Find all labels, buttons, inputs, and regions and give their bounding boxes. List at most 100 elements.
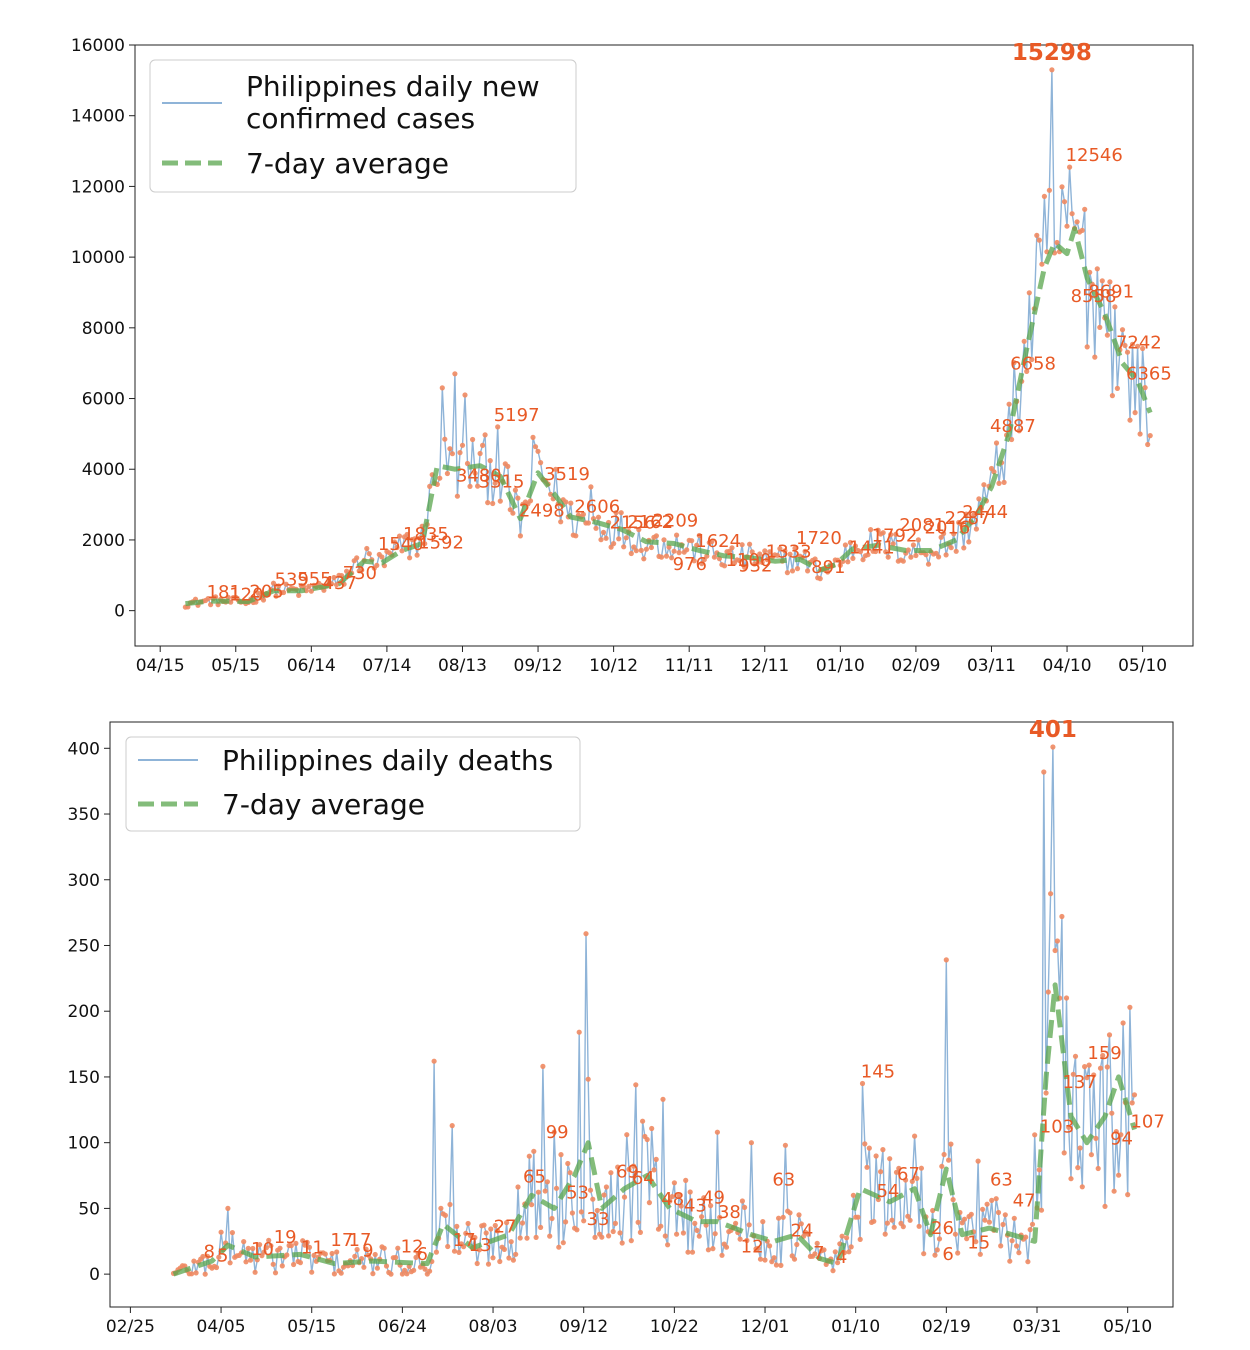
daily-point xyxy=(407,555,413,561)
value-annotation: 64 xyxy=(632,1168,655,1189)
value-annotation: 3480 xyxy=(456,466,502,487)
daily-point xyxy=(850,555,856,562)
daily-point xyxy=(971,512,977,518)
daily-point xyxy=(705,1247,712,1253)
daily-point xyxy=(1104,1064,1110,1070)
daily-point xyxy=(699,561,705,567)
daily-point xyxy=(535,1189,542,1195)
daily-point xyxy=(461,1244,467,1250)
daily-point xyxy=(669,555,675,561)
daily-point xyxy=(497,1258,503,1265)
value-annotation: 12 xyxy=(741,1236,764,1257)
daily-point xyxy=(598,537,604,543)
daily-point xyxy=(1016,428,1022,434)
daily-point xyxy=(1084,344,1090,350)
daily-point xyxy=(476,1247,482,1253)
daily-point xyxy=(277,1245,283,1251)
daily-point xyxy=(767,549,773,555)
x-tick-label: 05/10 xyxy=(1103,1317,1152,1337)
daily-point xyxy=(757,1256,764,1262)
daily-point xyxy=(492,480,498,486)
daily-point xyxy=(900,1224,906,1230)
daily-point xyxy=(529,1202,535,1208)
daily-point xyxy=(1027,1227,1033,1233)
daily-point xyxy=(497,498,503,504)
daily-point xyxy=(666,544,672,550)
daily-point xyxy=(1113,1129,1119,1135)
daily-point xyxy=(590,1196,596,1202)
daily-point xyxy=(646,1200,653,1206)
daily-point xyxy=(1054,239,1060,246)
daily-point xyxy=(1088,1152,1094,1158)
daily-point xyxy=(749,549,755,555)
daily-point xyxy=(662,1233,668,1239)
value-annotation: 159 xyxy=(1087,1043,1121,1064)
daily-point xyxy=(427,1268,433,1274)
value-annotation: 1100 xyxy=(725,550,771,571)
daily-point xyxy=(885,554,891,560)
daily-point xyxy=(908,554,914,560)
daily-point xyxy=(955,1250,961,1256)
daily-point xyxy=(331,574,337,581)
daily-point xyxy=(923,552,929,558)
legend-label-daily: Philippines daily new xyxy=(246,70,540,103)
daily-point xyxy=(1097,324,1103,330)
daily-point xyxy=(272,1270,279,1276)
daily-point xyxy=(1077,1145,1083,1151)
daily-point xyxy=(558,1152,564,1158)
value-annotation: 1441 xyxy=(849,538,895,559)
daily-point xyxy=(689,1249,696,1255)
daily-point xyxy=(1084,1075,1090,1081)
daily-point xyxy=(395,1245,401,1251)
daily-point xyxy=(1059,913,1065,920)
y-tick-label: 10000 xyxy=(71,248,125,268)
value-annotation: 2209 xyxy=(652,511,698,532)
daily-point xyxy=(774,552,781,558)
daily-point xyxy=(663,553,670,559)
daily-point xyxy=(472,470,478,476)
daily-point xyxy=(991,469,997,475)
daily-point xyxy=(952,1231,959,1237)
daily-point xyxy=(1079,227,1085,233)
daily-point xyxy=(891,1224,897,1230)
daily-point xyxy=(404,1271,410,1277)
daily-point xyxy=(365,1252,371,1258)
daily-point xyxy=(912,1133,918,1139)
daily-point xyxy=(1135,343,1141,349)
value-annotation: 5 xyxy=(217,1246,228,1267)
daily-point xyxy=(218,1229,224,1235)
daily-point xyxy=(261,1249,267,1255)
daily-point xyxy=(635,1219,641,1225)
daily-point xyxy=(495,1228,501,1234)
daily-point xyxy=(660,1096,666,1102)
daily-point xyxy=(412,536,418,542)
daily-point xyxy=(796,1212,802,1218)
daily-point xyxy=(485,500,491,506)
daily-point xyxy=(506,1255,512,1261)
daily-point xyxy=(1129,1100,1135,1106)
value-annotation: 6658 xyxy=(1010,353,1056,374)
daily-point xyxy=(414,552,420,558)
peak-annotation: 15298 xyxy=(1012,40,1092,66)
daily-point xyxy=(451,1248,458,1254)
plot-frame xyxy=(134,44,1194,647)
daily-point xyxy=(789,568,796,574)
x-tick-label: 11/11 xyxy=(665,656,714,676)
daily-point xyxy=(474,1260,480,1267)
daily-point xyxy=(456,1249,462,1255)
daily-point xyxy=(585,1076,591,1082)
legend: Philippines daily deaths 7-day average xyxy=(125,736,581,832)
value-annotation: 6 xyxy=(417,1244,428,1265)
daily-point xyxy=(243,1259,249,1265)
daily-point xyxy=(505,463,511,469)
daily-point xyxy=(719,1252,725,1258)
daily-point xyxy=(616,536,622,542)
daily-point xyxy=(913,552,919,559)
daily-point xyxy=(671,548,677,554)
value-annotation: 12546 xyxy=(1066,145,1123,166)
daily-point xyxy=(229,1230,235,1236)
value-annotation: 5197 xyxy=(494,405,540,426)
daily-point xyxy=(832,1249,838,1255)
daily-point xyxy=(936,1236,943,1242)
daily-point xyxy=(374,1265,380,1271)
